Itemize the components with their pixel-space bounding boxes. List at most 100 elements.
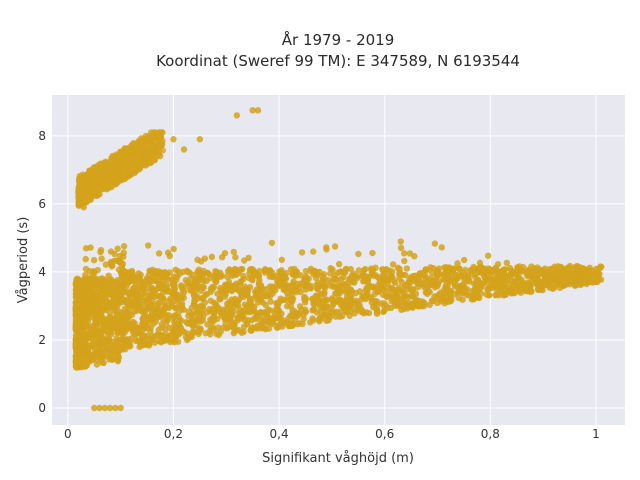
wind-sea-point xyxy=(461,289,468,296)
swell-point xyxy=(120,153,128,160)
wind-sea-point xyxy=(99,298,107,306)
wind-sea-point xyxy=(360,293,368,301)
wind-sea-point xyxy=(293,272,300,279)
wind-sea-point xyxy=(109,338,116,346)
wind-sea-point xyxy=(148,285,156,293)
data-point xyxy=(91,173,98,180)
wind-sea-point xyxy=(209,324,217,331)
outlier-point xyxy=(218,254,226,261)
wind-sea-point xyxy=(103,328,110,335)
wind-sea-point xyxy=(106,323,113,330)
wind-sea-point xyxy=(266,273,274,280)
wind-sea-point xyxy=(250,269,258,276)
data-point xyxy=(143,295,151,303)
data-point xyxy=(117,404,124,412)
transition-point xyxy=(84,275,92,282)
x-axis-title: Signifikant våghöjd (m) xyxy=(262,451,414,466)
data-point xyxy=(170,292,177,299)
wind-sea-point xyxy=(149,336,157,343)
data-point xyxy=(112,404,119,412)
wind-sea-point xyxy=(517,289,525,296)
wind-sea-point xyxy=(447,287,454,295)
wind-sea-point xyxy=(175,295,182,302)
wind-sea-point xyxy=(129,318,137,326)
wind-sea-point xyxy=(194,276,201,283)
wind-sea-point xyxy=(92,334,99,342)
wind-sea-point xyxy=(102,338,109,346)
wind-sea-point xyxy=(264,291,271,298)
wind-sea-point xyxy=(403,293,410,300)
outlier-point xyxy=(484,252,492,259)
wind-sea-point xyxy=(440,276,447,283)
wind-sea-point xyxy=(93,361,101,368)
swell-point xyxy=(121,146,128,153)
wind-sea-point xyxy=(342,308,349,315)
data-point xyxy=(143,139,151,146)
data-points xyxy=(75,107,605,412)
wind-sea-point xyxy=(144,302,151,309)
wind-sea-point xyxy=(120,326,127,334)
wind-sea-point xyxy=(486,292,493,299)
wind-sea-point xyxy=(164,288,172,295)
y-axis-ticks: 0 2 4 6 8 xyxy=(38,129,46,415)
data-point xyxy=(91,404,98,412)
wind-sea-point xyxy=(156,293,164,300)
wind-sea-point xyxy=(423,266,430,273)
outlier-point xyxy=(298,249,306,256)
wind-sea-point xyxy=(136,285,143,292)
wind-sea-point xyxy=(210,284,218,291)
wind-sea-point xyxy=(235,326,243,334)
wind-sea-point xyxy=(197,325,204,332)
wind-sea-point xyxy=(125,313,132,320)
wind-sea-point xyxy=(217,295,224,303)
wind-sea-point xyxy=(500,292,507,299)
wind-sea-point xyxy=(113,320,120,327)
wind-sea-point xyxy=(228,300,236,308)
wind-sea-point xyxy=(141,309,148,316)
data-point xyxy=(196,136,204,143)
wind-sea-point xyxy=(332,290,340,297)
wind-sea-point xyxy=(520,263,527,271)
wind-sea-point xyxy=(300,311,307,319)
wind-sea-point xyxy=(184,268,192,276)
wind-sea-point xyxy=(91,321,98,329)
outlier-point xyxy=(166,252,173,260)
wind-sea-point xyxy=(93,289,101,296)
wind-sea-point xyxy=(348,293,355,300)
wind-sea-point xyxy=(435,265,443,272)
wind-sea-point xyxy=(539,286,546,294)
wind-sea-point xyxy=(424,281,431,288)
wind-sea-point xyxy=(369,267,377,274)
wind-sea-point xyxy=(290,321,297,328)
wind-sea-point xyxy=(406,302,413,310)
wind-sea-point xyxy=(98,356,106,363)
swell-point xyxy=(158,142,165,149)
wind-sea-point xyxy=(248,275,256,282)
wind-sea-point xyxy=(455,271,463,278)
transition-point xyxy=(115,288,122,296)
wind-sea-point xyxy=(354,302,362,309)
wind-sea-point xyxy=(89,354,96,362)
swell-point xyxy=(131,162,138,169)
wind-sea-point xyxy=(84,296,92,303)
data-point xyxy=(566,265,573,272)
outlier-point xyxy=(170,245,177,253)
wind-sea-point xyxy=(215,331,223,339)
wind-sea-point xyxy=(452,281,460,288)
wind-sea-point xyxy=(185,335,192,342)
wind-sea-point xyxy=(118,343,126,351)
wind-sea-point xyxy=(573,280,580,288)
wind-sea-point xyxy=(554,263,561,270)
wind-sea-point xyxy=(74,315,81,323)
wind-sea-point xyxy=(214,290,221,297)
wind-sea-point xyxy=(362,265,369,273)
wind-sea-point xyxy=(514,266,522,274)
wind-sea-point xyxy=(488,281,495,289)
wind-sea-point xyxy=(205,271,213,278)
wind-sea-point xyxy=(83,362,91,369)
outlier-point xyxy=(232,254,239,261)
wind-sea-point xyxy=(180,294,187,302)
wind-sea-point xyxy=(193,309,201,317)
y-tick-label: 4 xyxy=(38,265,46,279)
wind-sea-point xyxy=(301,293,308,301)
